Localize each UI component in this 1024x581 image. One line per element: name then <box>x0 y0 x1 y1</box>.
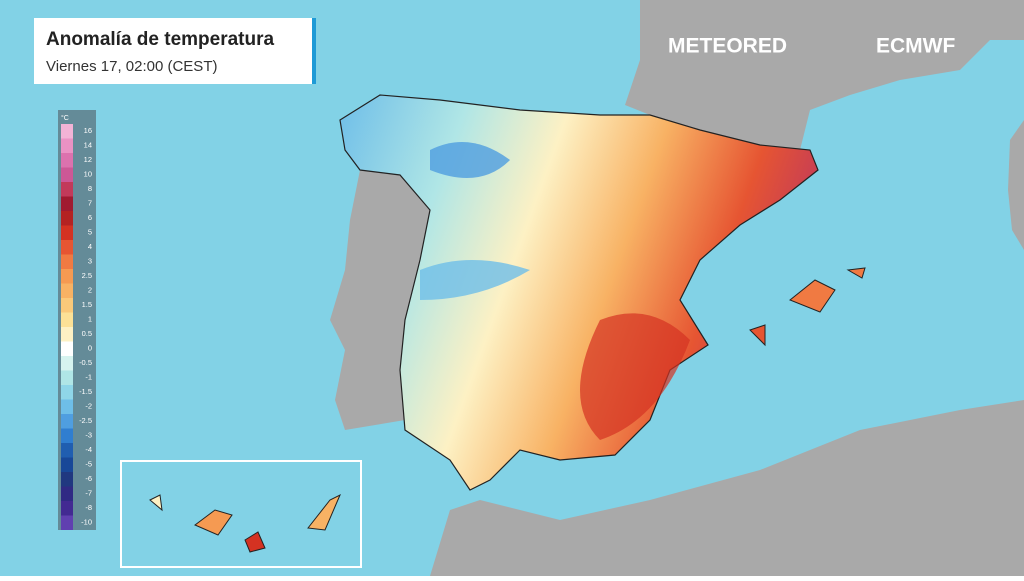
legend-label: -3 <box>85 431 92 440</box>
legend-label: -5 <box>85 460 92 469</box>
legend-swatch <box>61 298 73 313</box>
logo-meteored: METEORED <box>668 35 787 58</box>
legend-swatch <box>61 240 73 255</box>
legend-label: -2.5 <box>79 416 92 425</box>
legend-swatch <box>61 457 73 472</box>
legend-swatch <box>61 283 73 298</box>
land-mallorca <box>789 279 836 313</box>
legend-swatch <box>61 385 73 400</box>
legend-swatch <box>61 254 73 269</box>
legend-label: 0.5 <box>82 329 92 338</box>
logo-ecmwf: ECMWF <box>876 35 955 58</box>
cold-zone <box>430 142 510 178</box>
legend-swatch <box>61 341 73 356</box>
legend-label: 3 <box>88 257 92 266</box>
land-ibiza <box>749 324 766 347</box>
legend-swatch <box>61 515 73 530</box>
legend-label: 1.5 <box>82 300 92 309</box>
legend-label: 12 <box>84 155 92 164</box>
legend-label: -1.5 <box>79 387 92 396</box>
legend-label: 10 <box>84 170 92 179</box>
cold-zone <box>420 260 530 300</box>
legend-swatch <box>61 356 73 371</box>
land-portugal <box>330 170 430 430</box>
legend-label: 8 <box>88 184 92 193</box>
legend-label: -7 <box>85 489 92 498</box>
legend-label: 2.5 <box>82 271 92 280</box>
legend-swatch <box>61 472 73 487</box>
legend-label: 2 <box>88 286 92 295</box>
legend-label: 0 <box>88 344 92 353</box>
legend-swatch <box>61 414 73 429</box>
legend-label: -4 <box>85 445 92 454</box>
land-france <box>625 0 1024 150</box>
title-accent <box>312 18 316 84</box>
subtitle: Viernes 17, 02:00 (CEST) <box>46 58 217 75</box>
land-fuerteventura <box>307 493 341 531</box>
legend-label: 6 <box>88 213 92 222</box>
legend-swatch <box>61 211 73 226</box>
legend-label: 4 <box>88 242 92 251</box>
land-tenerife <box>194 509 233 536</box>
legend-label: 14 <box>84 141 92 150</box>
legend-swatch <box>61 182 73 197</box>
legend-swatch <box>61 501 73 516</box>
legend-label: -8 <box>85 503 92 512</box>
legend-swatch <box>61 153 73 168</box>
legend-swatch <box>61 138 73 153</box>
legend-label: -6 <box>85 474 92 483</box>
legend-label: 1 <box>88 315 92 324</box>
legend-label: -10 <box>81 518 92 527</box>
legend-unit: °C <box>61 114 69 122</box>
legend-swatch <box>61 370 73 385</box>
legend-swatch <box>61 327 73 342</box>
warm-zone <box>580 313 690 440</box>
legend-label: -2 <box>85 402 92 411</box>
legend-swatch <box>61 428 73 443</box>
legend-label: -1 <box>85 373 92 382</box>
legend-label: 16 <box>84 126 92 135</box>
title: Anomalía de temperatura <box>46 29 274 50</box>
land-la-palma <box>149 494 163 512</box>
legend-swatch <box>61 196 73 211</box>
legend-label: 7 <box>88 199 92 208</box>
legend-swatch <box>61 312 73 327</box>
legend: 16 14 12 10 8 7 6 5 4 3 2.5 2 1.5 1 0.5 0 -0.5 -1 -1.5 -2 -2… <box>61 124 92 530</box>
legend-label: 5 <box>88 228 92 237</box>
land-africa <box>430 400 1024 576</box>
land-islands <box>1008 120 1024 250</box>
legend-swatch <box>61 399 73 414</box>
land-gran-canaria <box>244 531 266 553</box>
legend-swatch <box>61 486 73 501</box>
land-menorca <box>846 267 866 279</box>
legend-swatch <box>61 443 73 458</box>
title-box <box>34 18 316 84</box>
legend-label: -0.5 <box>79 358 92 367</box>
legend-swatch <box>61 225 73 240</box>
legend-swatch <box>61 167 73 182</box>
legend-swatch <box>61 269 73 284</box>
legend-swatch <box>61 124 73 139</box>
